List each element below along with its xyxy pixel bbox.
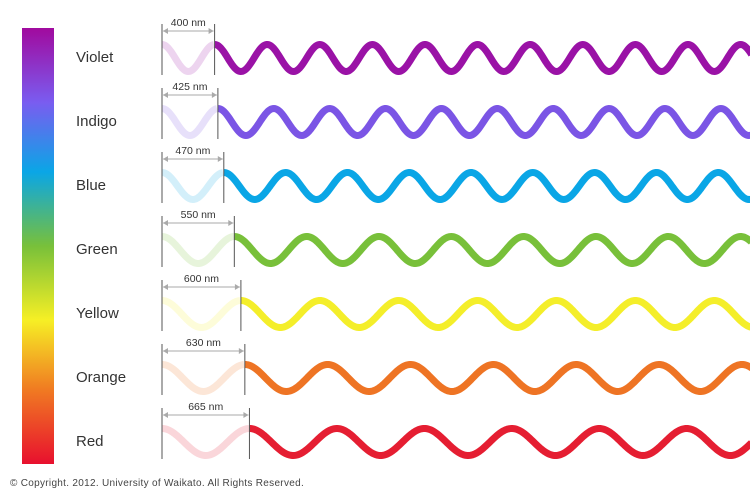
faded-wave-indigo (161, 105, 218, 140)
arrowhead-left (163, 156, 168, 162)
arrowhead-left (163, 92, 168, 98)
arrowhead-left (163, 28, 168, 34)
faded-wave-blue (161, 169, 224, 204)
wave-row-orange: 630 nm (161, 337, 750, 396)
wave-orange (244, 360, 750, 396)
arrowhead-right (243, 412, 249, 418)
wave-row-red: 665 nm (161, 401, 750, 460)
wavelength-label-indigo: 425 nm (172, 81, 207, 93)
arrowhead-left (163, 220, 168, 226)
wave-row-violet: 400 nm (161, 17, 750, 76)
faded-wave-violet (161, 41, 215, 76)
wave-blue (223, 168, 750, 204)
wave-violet (214, 40, 750, 76)
faded-wave-green (161, 233, 235, 268)
wave-row-yellow: 600 nm (161, 273, 750, 332)
wavelength-label-blue: 470 nm (175, 145, 210, 157)
arrowhead-right (228, 220, 234, 226)
faded-wave-red (161, 425, 250, 460)
wave-row-blue: 470 nm (161, 145, 750, 204)
arrowhead-right (208, 28, 214, 34)
color-label-violet: Violet (76, 49, 114, 66)
arrowhead-left (163, 412, 168, 418)
arrowhead-left (163, 348, 168, 354)
color-label-orange: Orange (76, 369, 127, 386)
arrowhead-right (211, 92, 217, 98)
color-label-red: Red (76, 433, 104, 450)
arrowhead-right (238, 348, 244, 354)
color-label-blue: Blue (76, 177, 107, 194)
wave-red (249, 424, 750, 460)
color-label-green: Green (76, 241, 118, 258)
wave-yellow (240, 296, 750, 332)
faded-wave-orange (161, 361, 245, 395)
wave-green (234, 232, 750, 268)
wave-row-green: 550 nm (161, 209, 750, 268)
copyright-notice: © Copyright. 2012. University of Waikato… (10, 478, 305, 489)
wave-indigo (217, 104, 750, 140)
color-label-yellow: Yellow (76, 305, 119, 322)
wavelength-label-green: 550 nm (181, 209, 216, 221)
color-spectrum-bar (22, 28, 54, 464)
color-label-indigo: Indigo (76, 113, 117, 130)
wavelength-label-red: 665 nm (188, 401, 223, 413)
arrowhead-left (163, 284, 168, 290)
arrowhead-right (217, 156, 223, 162)
wavelength-label-yellow: 600 nm (184, 273, 219, 285)
arrowhead-right (234, 284, 240, 290)
wavelength-label-orange: 630 nm (186, 337, 221, 349)
wave-row-indigo: 425 nm (161, 81, 750, 140)
faded-wave-yellow (161, 297, 241, 331)
wavelength-label-violet: 400 nm (171, 17, 206, 29)
